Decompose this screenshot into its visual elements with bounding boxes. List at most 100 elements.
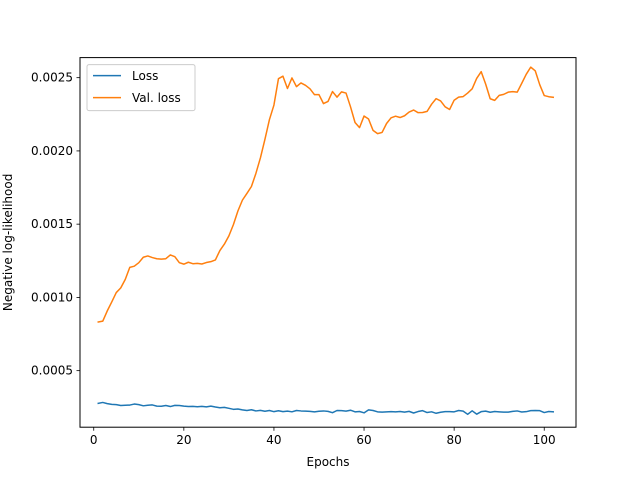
data-point: [481, 71, 482, 72]
data-point: [431, 411, 432, 412]
data-point: [273, 411, 274, 412]
data-point: [413, 412, 414, 413]
data-point: [458, 97, 459, 98]
data-point: [390, 117, 391, 118]
data-point: [215, 406, 216, 407]
data-point: [138, 404, 139, 405]
x-tick-label: 60: [356, 433, 371, 447]
data-point: [476, 414, 477, 415]
data-point: [440, 412, 441, 413]
data-point: [427, 412, 428, 413]
data-point: [494, 411, 495, 412]
data-point: [174, 405, 175, 406]
data-point: [287, 410, 288, 411]
y-axis-label: Negative log-likelihood: [1, 174, 15, 311]
data-point: [418, 411, 419, 412]
data-point: [143, 257, 144, 258]
data-point: [408, 112, 409, 113]
data-point: [278, 78, 279, 79]
data-point: [350, 106, 351, 107]
data-point: [544, 95, 545, 96]
data-point: [458, 410, 459, 411]
data-point: [318, 411, 319, 412]
y-tick-label: 0.0005: [31, 364, 73, 378]
data-point: [246, 410, 247, 411]
data-point: [368, 409, 369, 410]
data-point: [116, 292, 117, 293]
data-point: [174, 256, 175, 257]
series-layer: [97, 66, 555, 416]
data-point: [463, 410, 464, 411]
data-point: [165, 258, 166, 259]
x-axis-label: Epochs: [307, 455, 350, 469]
data-point: [548, 96, 549, 97]
data-point: [233, 409, 234, 410]
data-point: [228, 235, 229, 236]
data-point: [246, 193, 247, 194]
data-point: [404, 115, 405, 116]
data-point: [224, 407, 225, 408]
data-point: [183, 406, 184, 407]
data-point: [553, 97, 554, 98]
data-point: [503, 412, 504, 413]
data-point: [161, 259, 162, 260]
data-point: [138, 262, 139, 263]
x-axis-ticks: 0 20 40 60 80 100: [90, 427, 556, 447]
data-point: [386, 123, 387, 124]
data-point: [134, 403, 135, 404]
data-point: [264, 139, 265, 140]
data-point: [485, 84, 486, 85]
data-point: [210, 406, 211, 407]
data-point: [503, 94, 504, 95]
data-point: [472, 88, 473, 89]
data-point: [291, 77, 292, 78]
data-point: [111, 404, 112, 405]
data-point: [341, 91, 342, 92]
data-point: [530, 410, 531, 411]
data-point: [327, 411, 328, 412]
data-point: [296, 86, 297, 87]
data-point: [129, 404, 130, 405]
data-point: [404, 412, 405, 413]
data-point: [102, 402, 103, 403]
data-point: [539, 410, 540, 411]
data-point: [372, 130, 373, 131]
y-axis-ticks: 0.0005 0.0010 0.0015 0.0020 0.0025: [31, 71, 80, 378]
data-point: [264, 411, 265, 412]
data-point: [517, 92, 518, 93]
series-line-loss: [97, 401, 555, 416]
data-point: [125, 279, 126, 280]
data-point: [467, 414, 468, 415]
data-point: [431, 104, 432, 105]
data-point: [215, 259, 216, 260]
data-point: [499, 95, 500, 96]
data-point: [255, 173, 256, 174]
data-point: [282, 411, 283, 412]
data-point: [206, 406, 207, 407]
data-point: [381, 132, 382, 133]
data-point: [260, 410, 261, 411]
data-point: [107, 403, 108, 404]
data-point: [251, 186, 252, 187]
data-point: [530, 67, 531, 68]
data-point: [472, 410, 473, 411]
data-point: [445, 411, 446, 412]
data-point: [454, 100, 455, 101]
data-point: [237, 210, 238, 211]
data-point: [143, 405, 144, 406]
data-point: [237, 408, 238, 409]
legend: Loss Val. loss: [86, 64, 196, 112]
data-point: [535, 70, 536, 71]
data-point: [363, 412, 364, 413]
x-tick-label: 40: [266, 433, 281, 447]
data-point: [449, 109, 450, 110]
data-point: [476, 78, 477, 79]
data-point: [305, 410, 306, 411]
data-point: [327, 101, 328, 102]
data-point: [233, 224, 234, 225]
data-point: [494, 100, 495, 101]
data-point: [269, 410, 270, 411]
x-tick-label: 100: [533, 433, 556, 447]
data-point: [454, 411, 455, 412]
